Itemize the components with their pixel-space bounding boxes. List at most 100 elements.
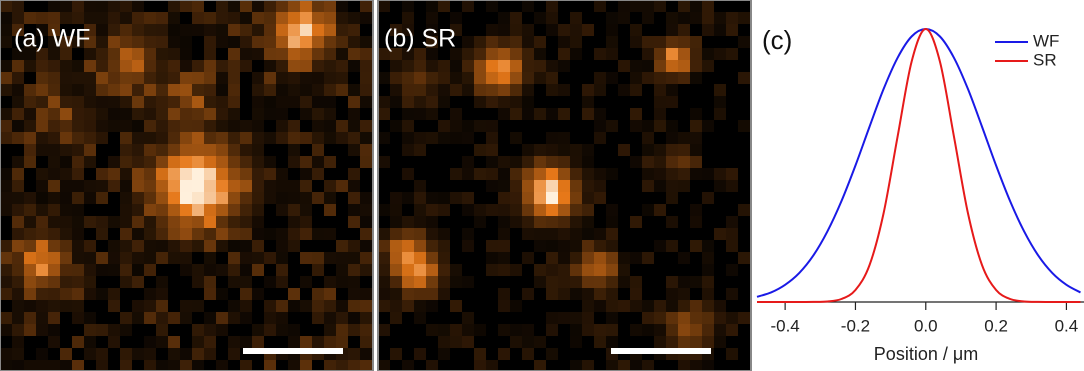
pixel	[498, 108, 510, 120]
pixel	[144, 156, 156, 168]
pixel	[252, 228, 264, 240]
pixel	[180, 240, 192, 252]
pixel	[180, 48, 192, 60]
pixel	[72, 312, 84, 324]
pixel	[12, 288, 24, 300]
pixel	[180, 120, 192, 132]
pixel	[450, 120, 462, 132]
pixel	[498, 348, 510, 360]
pixel	[168, 144, 180, 156]
pixel	[204, 312, 216, 324]
pixel	[24, 96, 36, 108]
pixel	[312, 120, 324, 132]
pixel	[426, 264, 438, 276]
pixel	[120, 60, 132, 72]
pixel	[180, 204, 192, 216]
pixel	[390, 120, 402, 132]
pixel	[630, 120, 642, 132]
pixel	[582, 192, 594, 204]
pixel	[276, 300, 288, 312]
page: {"panels": {"a": {"label": "(a) WF"}, "b…	[0, 0, 1084, 371]
pixel	[216, 264, 228, 276]
pixel	[96, 0, 108, 12]
pixel	[60, 180, 72, 192]
pixel	[534, 36, 546, 48]
pixel	[426, 252, 438, 264]
pixel	[120, 360, 132, 371]
pixel	[390, 84, 402, 96]
pixel	[426, 204, 438, 216]
pixel	[324, 132, 336, 144]
pixel	[324, 324, 336, 336]
pixel	[438, 240, 450, 252]
pixel	[360, 216, 372, 228]
pixel	[72, 276, 84, 288]
pixel	[324, 288, 336, 300]
pixel	[714, 48, 726, 60]
pixel	[510, 84, 522, 96]
pixel	[738, 120, 750, 132]
pixel	[606, 72, 618, 84]
pixel	[12, 312, 24, 324]
pixel	[204, 240, 216, 252]
pixel	[498, 180, 510, 192]
pixel	[438, 204, 450, 216]
pixel	[666, 300, 678, 312]
pixel	[108, 12, 120, 24]
x-axis-label: Position / μm	[874, 344, 978, 364]
pixel	[300, 360, 312, 371]
pixel	[36, 252, 48, 264]
pixel	[510, 264, 522, 276]
pixel	[426, 216, 438, 228]
pixel	[276, 60, 288, 72]
pixel	[336, 84, 348, 96]
pixel	[378, 204, 390, 216]
pixel	[702, 276, 714, 288]
pixel	[666, 180, 678, 192]
pixel	[666, 192, 678, 204]
pixel	[522, 168, 534, 180]
pixel	[336, 0, 348, 12]
pixel	[558, 156, 570, 168]
pixel	[24, 300, 36, 312]
pixel	[156, 240, 168, 252]
pixel	[348, 348, 360, 360]
pixel	[96, 168, 108, 180]
pixel	[84, 324, 96, 336]
pixel	[546, 108, 558, 120]
pixel	[240, 132, 252, 144]
pixel	[462, 240, 474, 252]
pixel	[216, 132, 228, 144]
pixel	[606, 48, 618, 60]
pixel	[48, 180, 60, 192]
pixel	[84, 72, 96, 84]
pixel	[288, 288, 300, 300]
line-series	[757, 29, 1080, 302]
pixel	[582, 312, 594, 324]
pixel	[312, 0, 324, 12]
pixel	[180, 312, 192, 324]
pixel	[312, 192, 324, 204]
pixel	[654, 240, 666, 252]
pixel	[216, 360, 228, 371]
pixel	[72, 204, 84, 216]
pixel	[228, 96, 240, 108]
pixel	[72, 60, 84, 72]
pixel	[690, 360, 702, 371]
pixel	[438, 132, 450, 144]
pixel	[60, 120, 72, 132]
pixel	[120, 312, 132, 324]
pixel	[348, 180, 360, 192]
pixel	[360, 156, 372, 168]
pixel	[714, 336, 726, 348]
pixel	[390, 348, 402, 360]
pixel	[180, 144, 192, 156]
pixel	[72, 84, 84, 96]
pixel	[462, 36, 474, 48]
pixel	[402, 228, 414, 240]
pixel	[360, 348, 372, 360]
pixel	[348, 240, 360, 252]
pixel	[180, 72, 192, 84]
pixel	[0, 0, 12, 12]
pixel	[534, 276, 546, 288]
